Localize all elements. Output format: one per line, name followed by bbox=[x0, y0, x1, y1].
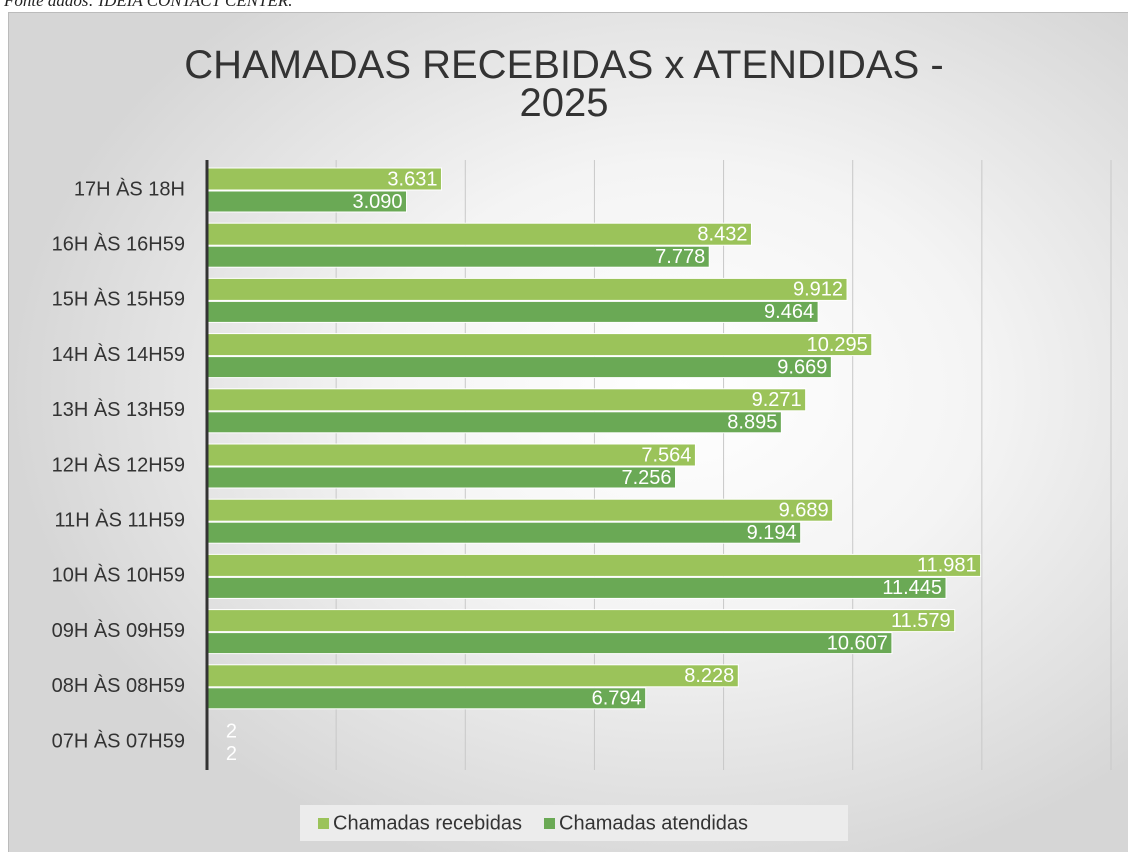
y-tick-label: 08H ÀS 08H59 bbox=[52, 674, 185, 697]
bar bbox=[206, 443, 696, 467]
y-tick-label: 14H ÀS 14H59 bbox=[52, 343, 185, 366]
data-label: 10.295 bbox=[807, 334, 868, 356]
data-label: 9.271 bbox=[752, 389, 802, 411]
data-label: 2 bbox=[226, 720, 237, 742]
data-label: 8.895 bbox=[727, 412, 777, 434]
data-label: 6.794 bbox=[592, 688, 642, 710]
data-label: 11.579 bbox=[891, 610, 951, 632]
data-label: 7.564 bbox=[641, 444, 691, 466]
bar bbox=[206, 609, 956, 633]
bar bbox=[206, 553, 982, 577]
y-tick-label: 12H ÀS 12H59 bbox=[52, 453, 185, 476]
legend-box bbox=[300, 805, 848, 841]
bar bbox=[206, 388, 807, 412]
data-label: 9.464 bbox=[764, 301, 814, 323]
bar bbox=[206, 498, 834, 522]
legend: Chamadas recebidas Chamadas atendidas bbox=[318, 812, 748, 834]
bar bbox=[206, 356, 832, 379]
bar bbox=[206, 411, 782, 434]
bar bbox=[206, 466, 677, 489]
legend-swatch bbox=[544, 818, 555, 829]
data-label: 9.912 bbox=[793, 279, 843, 301]
legend-swatch bbox=[318, 818, 329, 829]
data-label: 3.631 bbox=[387, 168, 437, 190]
data-label: 8.228 bbox=[684, 665, 734, 687]
y-tick-label: 16H ÀS 16H59 bbox=[52, 232, 185, 255]
y-tick-label: 10H ÀS 10H59 bbox=[52, 564, 185, 587]
data-label: 9.689 bbox=[779, 499, 829, 521]
data-label: 9.669 bbox=[777, 356, 827, 378]
data-label: 11.981 bbox=[917, 555, 977, 577]
data-label: 8.432 bbox=[697, 223, 747, 245]
bar bbox=[206, 277, 848, 301]
legend-label: Chamadas recebidas bbox=[333, 812, 522, 834]
y-tick-label: 09H ÀS 09H59 bbox=[52, 619, 185, 642]
source-note: Fonte dados: IDEIA CONTACT CENTER. bbox=[4, 0, 293, 10]
data-label: 3.090 bbox=[352, 191, 402, 213]
bar bbox=[206, 245, 710, 268]
bar bbox=[206, 300, 819, 323]
data-label: 9.194 bbox=[747, 522, 797, 544]
data-label: 7.256 bbox=[621, 467, 671, 489]
data-label: 10.607 bbox=[827, 632, 888, 654]
y-tick-label: 13H ÀS 13H59 bbox=[52, 398, 185, 421]
y-tick-label: 17H ÀS 18H bbox=[74, 177, 185, 200]
bar bbox=[206, 576, 947, 599]
data-label: 2 bbox=[226, 743, 237, 765]
bar bbox=[206, 687, 647, 710]
y-tick-label: 15H ÀS 15H59 bbox=[52, 288, 185, 311]
bar bbox=[206, 632, 893, 655]
data-label: 11.445 bbox=[882, 577, 942, 599]
data-label: 7.778 bbox=[655, 246, 705, 268]
bar bbox=[206, 521, 802, 544]
y-tick-label: 11H ÀS 11H59 bbox=[55, 508, 185, 531]
chart-title: CHAMADAS RECEBIDAS x ATENDIDAS - 2025 bbox=[184, 43, 944, 125]
bar bbox=[206, 664, 739, 688]
bar bbox=[206, 333, 873, 357]
legend-label: Chamadas atendidas bbox=[559, 812, 748, 834]
bar bbox=[206, 222, 752, 246]
y-tick-label: 07H ÀS 07H59 bbox=[52, 729, 185, 752]
